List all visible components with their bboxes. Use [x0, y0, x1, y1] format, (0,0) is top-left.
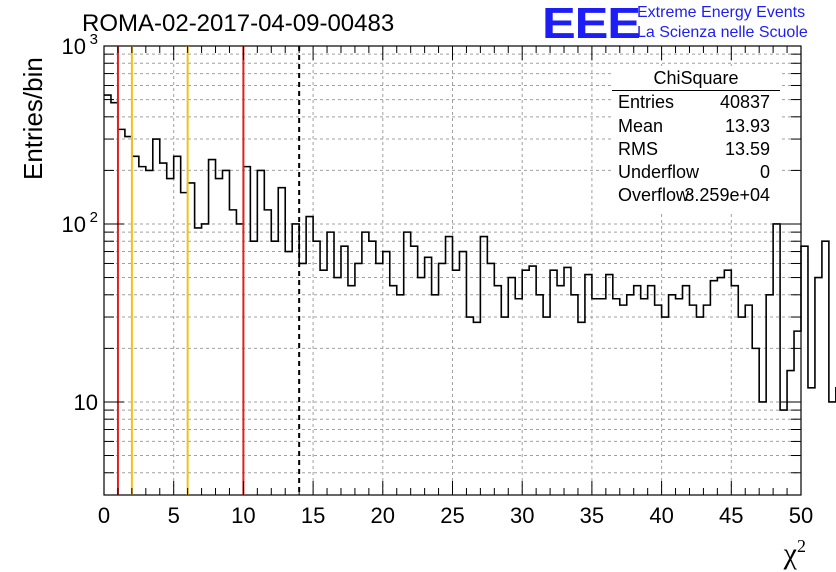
x-tick-label: 25 [440, 503, 464, 528]
y-tick-exponent: 3 [90, 31, 98, 48]
stats-label: Mean [618, 116, 664, 136]
stats-value: 3.259e+04 [684, 185, 770, 205]
x-tick-label: 5 [168, 503, 180, 528]
stats-value: 13.93 [724, 116, 770, 136]
stats-row-underflow: Underflow 0 [618, 162, 770, 184]
logo-line-2: La Scienza nelle Scuole [637, 24, 808, 41]
x-tick-label: 20 [371, 503, 395, 528]
y-tick-exponent: 2 [90, 209, 98, 226]
histogram-series [104, 94, 836, 411]
stats-label: Entries [618, 92, 675, 112]
x-tick-label: 15 [301, 503, 325, 528]
stats-box: ChiSquare Entries 40837 Mean 13.93 RMS 1… [612, 66, 780, 211]
stats-title: ChiSquare [653, 68, 739, 88]
stats-row-overflow: Overflow 3.259e+04 [618, 185, 770, 207]
x-axis-label: χ2 [784, 536, 806, 571]
y-tick-label: 10 [74, 390, 98, 415]
x-tick-label: 45 [719, 503, 743, 528]
cut-lines [116, 46, 301, 495]
stats-row-rms: RMS 13.59 [618, 139, 770, 161]
x-axis-label-sup: 2 [797, 536, 806, 556]
stats-row-entries: Entries 40837 [618, 92, 770, 114]
y-tick-label: 10 [62, 34, 86, 59]
x-tick-label: 0 [98, 503, 110, 528]
histogram-line [104, 94, 836, 411]
x-tick-label: 10 [231, 503, 255, 528]
x-tick-label: 40 [649, 503, 673, 528]
x-tick-label: 30 [510, 503, 534, 528]
x-tick-label: 50 [789, 503, 813, 528]
stats-value: 40837 [719, 92, 770, 112]
logo-line-1: Extreme Energy Events [637, 4, 806, 21]
stats-value: 13.59 [724, 139, 770, 159]
chart-title: ROMA-02-2017-04-09-00483 [82, 10, 395, 37]
stats-label: RMS [618, 139, 658, 159]
y-tick-label: 10 [62, 212, 86, 237]
stats-label: Overflow [618, 185, 690, 205]
stats-label: Underflow [618, 162, 700, 182]
y-axis-label: Entries/bin [18, 57, 48, 180]
eee-logo: EEE [542, 0, 641, 48]
stats-divider [612, 90, 780, 91]
x-tick-label: 35 [580, 503, 604, 528]
x-axis-label-text: χ [783, 537, 797, 570]
stats-value: 0 [759, 162, 770, 182]
stats-row-mean: Mean 13.93 [618, 116, 770, 138]
